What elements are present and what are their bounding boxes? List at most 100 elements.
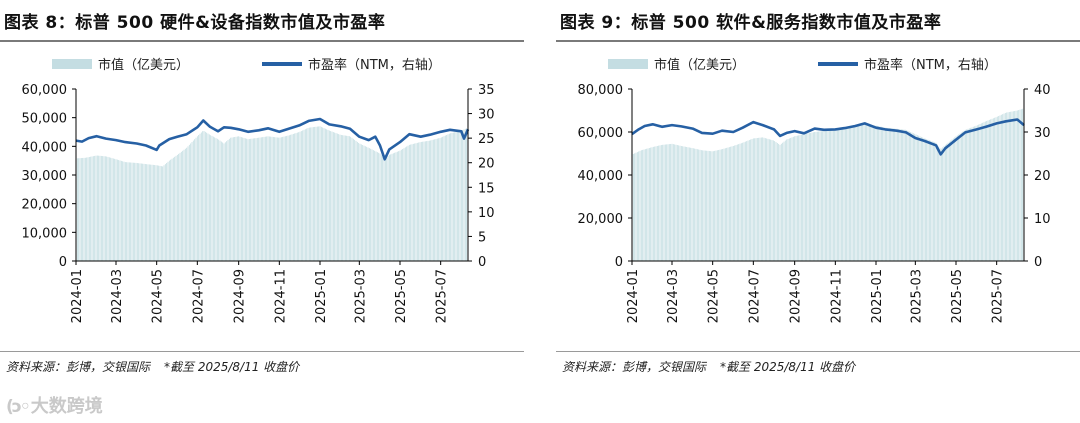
market-cap-bar — [282, 136, 284, 261]
market-cap-bar — [100, 155, 102, 261]
x-axis-tick-label: 2024-11 — [273, 269, 288, 323]
left-axis-tick-label: 20,000 — [22, 198, 68, 213]
market-cap-bar — [315, 126, 317, 262]
market-cap-bar — [370, 148, 372, 261]
market-cap-bar — [734, 145, 736, 261]
market-cap-bar — [810, 132, 812, 261]
market-cap-bar — [127, 162, 129, 261]
market-cap-bar — [356, 141, 358, 261]
market-cap-bar — [90, 156, 92, 261]
left-axis-tick-label: 20,000 — [578, 212, 624, 227]
market-cap-bar — [812, 132, 814, 261]
market-cap-bar — [375, 151, 377, 261]
market-cap-bar — [974, 126, 976, 261]
market-cap-bar — [319, 126, 321, 262]
market-cap-bar — [322, 127, 324, 261]
market-cap-bar — [818, 131, 820, 261]
market-cap-bar — [910, 132, 912, 261]
market-cap-bar — [943, 146, 945, 261]
market-cap-bar — [867, 124, 869, 261]
market-cap-bar — [283, 136, 285, 261]
market-cap-bar — [860, 125, 862, 262]
market-cap-bar — [394, 152, 396, 261]
market-cap-bar — [234, 137, 236, 261]
market-cap-bar — [347, 135, 349, 261]
chart-software-services: 市值（亿美元） 市盈率（NTM，右轴） 0 20,000 40,000 60,000 80,… — [578, 57, 1051, 323]
market-cap-bar — [278, 137, 280, 261]
market-cap-bar — [862, 124, 864, 261]
market-cap-bar — [960, 132, 962, 261]
market-cap-bar — [819, 131, 821, 261]
market-cap-bar — [783, 141, 785, 261]
market-cap-bar — [238, 136, 240, 261]
market-cap-bar — [435, 138, 437, 261]
market-cap-bar — [428, 140, 430, 261]
market-cap-bar — [912, 133, 914, 261]
market-cap-bar — [658, 145, 660, 261]
market-cap-bar — [914, 133, 916, 261]
market-cap-bar — [927, 139, 929, 261]
market-cap-bar — [687, 147, 689, 261]
market-cap-bar — [815, 131, 817, 261]
market-cap-bar — [402, 149, 404, 261]
chart-panel-software: 图表 9：标普 500 软件&服务指数市值及市盈率 市值（亿美元） 市盈率（NTM… — [556, 0, 1080, 380]
right-axis-tick-label: 0 — [478, 255, 486, 270]
market-cap-bar — [886, 127, 888, 261]
market-cap-bar — [214, 137, 216, 262]
x-axis-tick-label: 2024-09 — [789, 269, 804, 323]
market-cap-bar — [803, 134, 805, 261]
market-cap-bar — [1016, 110, 1018, 261]
left-axis-tick-label: 50,000 — [22, 112, 68, 127]
market-cap-bar — [355, 140, 357, 261]
market-cap-bar — [762, 137, 764, 262]
market-cap-bar — [224, 142, 226, 261]
market-cap-bar — [302, 130, 304, 261]
market-cap-bar — [427, 140, 429, 261]
market-cap-bar — [1022, 108, 1024, 261]
market-cap-bar — [636, 152, 638, 261]
market-cap-bar — [243, 137, 245, 261]
market-cap-bar — [918, 135, 920, 261]
market-cap-bar — [814, 132, 816, 261]
market-cap-bar — [244, 138, 246, 261]
market-cap-bar — [124, 162, 126, 261]
market-cap-bar — [183, 149, 185, 261]
legend-bar-label: 市值（亿美元） — [654, 57, 745, 73]
market-cap-bar — [286, 135, 288, 261]
title-divider — [0, 40, 524, 42]
market-cap-bar — [871, 125, 873, 261]
market-cap-bar — [219, 140, 221, 261]
market-cap-bar — [651, 147, 653, 261]
market-cap-bar — [267, 136, 269, 261]
market-cap-bar — [902, 129, 904, 261]
market-cap-bar — [978, 124, 980, 261]
pe-ratio-line — [75, 117, 470, 161]
left-axis-tick-label: 40,000 — [22, 140, 68, 155]
market-cap-bar — [970, 127, 972, 261]
market-cap-bar — [456, 131, 458, 261]
market-cap-bar — [654, 146, 656, 261]
market-cap-bar — [206, 132, 208, 261]
market-cap-bar — [964, 129, 966, 261]
market-cap-bar — [395, 152, 397, 261]
market-cap-bar — [348, 136, 350, 261]
market-cap-bar — [746, 141, 748, 261]
market-cap-bar — [979, 124, 981, 261]
market-cap-bar — [130, 162, 132, 261]
market-cap-bar — [680, 145, 682, 261]
market-cap-bar — [170, 159, 172, 261]
market-cap-bar — [103, 156, 105, 261]
market-cap-bar — [795, 135, 797, 261]
market-cap-bar — [378, 152, 380, 261]
x-axis-tick-label: 2025-05 — [394, 269, 409, 323]
market-cap-bar — [352, 138, 354, 261]
chart-panel-hardware: 图表 8：标普 500 硬件&设备指数市值及市盈率 市值（亿美元） 市盈率（NTM… — [0, 0, 530, 380]
market-cap-bar — [136, 163, 138, 261]
market-cap-bar — [719, 149, 721, 261]
market-cap-bar — [691, 148, 693, 261]
market-cap-bar — [419, 142, 421, 261]
market-cap-bar — [430, 140, 432, 261]
market-cap-bar — [422, 141, 424, 261]
market-cap-bar — [975, 125, 977, 261]
market-cap-bar — [874, 125, 876, 261]
